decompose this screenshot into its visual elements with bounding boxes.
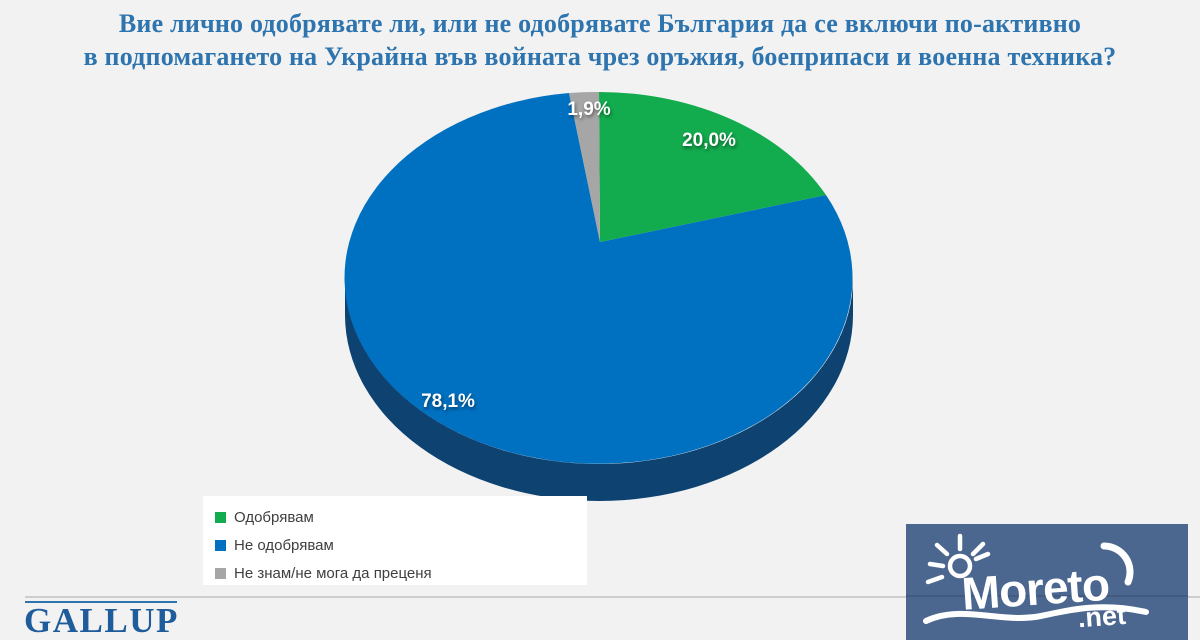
pie-side-wall xyxy=(345,278,853,501)
legend-swatch-dontknow xyxy=(215,568,226,579)
moreto-watermark-graphic: Moreto .net xyxy=(906,533,1188,633)
gallup-logo: GALLUP xyxy=(24,601,179,640)
legend-label-disapprove: Не одобрявам xyxy=(234,537,334,554)
gallup-underline xyxy=(25,601,177,603)
legend-label-dontknow: Не знам/не мога да преценя xyxy=(234,565,432,582)
legend-item-disapprove: Не одобрявам xyxy=(215,533,587,558)
pie-slice-dontknow xyxy=(569,91,600,243)
pie-label-disapprove: 78,1% xyxy=(421,391,475,412)
legend-label-approve: Одобрявам xyxy=(234,509,314,526)
legend-item-approve: Одобрявам xyxy=(215,505,587,530)
moon-swoosh-icon xyxy=(1100,542,1134,586)
moreto-watermark: Moreto .net xyxy=(906,524,1188,640)
pie-label-dontknow: 1,9% xyxy=(567,99,610,120)
wave-swoosh-icon xyxy=(923,604,1149,624)
chart-title-line1: Вие лично одобрявате ли, или не одобрява… xyxy=(118,9,1082,38)
pie-slice-approve xyxy=(599,92,826,242)
chart-legend: Одобрявам Не одобрявам Не знам/не мога д… xyxy=(203,496,587,585)
legend-swatch-approve xyxy=(215,512,226,523)
pie-label-approve: 20,0% xyxy=(682,130,736,151)
footer-divider-line xyxy=(25,596,1200,598)
chart-title-line2: в подпомагането на Украйна във войната ч… xyxy=(83,42,1117,71)
sun-icon xyxy=(925,533,991,585)
legend-item-dontknow: Не знам/не мога да преценя xyxy=(215,561,587,586)
legend-swatch-disapprove xyxy=(215,540,226,551)
chart-title: Вие лично одобрявате ли, или не одобрява… xyxy=(0,7,1200,73)
pie-slice-disapprove xyxy=(344,93,853,464)
